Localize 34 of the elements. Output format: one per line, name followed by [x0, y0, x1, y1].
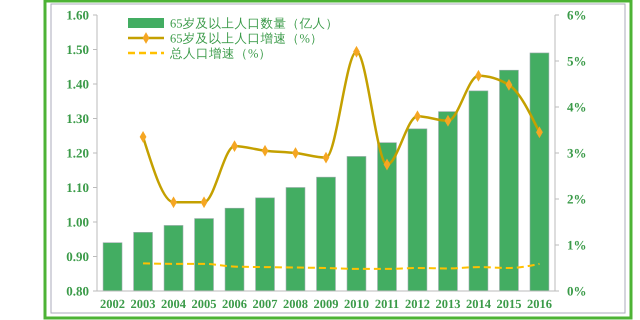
x-tick-label: 2012: [404, 297, 430, 311]
x-tick-label: 2002: [100, 297, 126, 311]
y-tick-label: 1.40: [66, 76, 89, 92]
x-tick-label: 2013: [435, 297, 460, 311]
y2-tick-label: 0%: [567, 284, 586, 299]
y-tick-label: 1.30: [66, 111, 89, 126]
x-tick-label: 2014: [466, 297, 492, 311]
x-tick-label: 2008: [283, 297, 308, 311]
x-tick-label: 2007: [252, 297, 278, 311]
x-tick-label: 2005: [192, 297, 217, 311]
y2-tick-label: 3%: [567, 146, 586, 161]
x-tick-label: 2009: [314, 297, 338, 311]
y2-tick-label: 4%: [567, 100, 586, 115]
y2-tick-label: 2%: [567, 192, 586, 207]
legend-label: 总人口增速（%）: [169, 46, 272, 60]
x-tick-label: 2011: [374, 297, 400, 311]
x-tick-label: 2010: [344, 297, 369, 311]
x-tick-label: 2004: [161, 297, 187, 311]
x-tick-label: 2006: [222, 297, 248, 311]
legend-label: 65岁及以上人口增速（%）: [170, 31, 323, 46]
legend-label: 65岁及以上人口数量（亿人）: [170, 16, 338, 30]
x-tick-label: 2016: [526, 297, 552, 311]
y-tick-label: 1.50: [66, 42, 89, 58]
y-tick-label: 1.00: [66, 214, 89, 230]
y-tick-label: 1.20: [66, 146, 89, 161]
y-tick-label: 1.60: [66, 8, 89, 23]
y2-tick-label: 5%: [567, 54, 586, 69]
y2-tick-label: 1%: [567, 238, 586, 253]
x-tick-label: 2003: [130, 297, 156, 311]
y-tick-label: 0.90: [66, 249, 89, 264]
y-tick-label: 1.10: [66, 180, 89, 196]
y2-tick-label: 6%: [567, 8, 586, 23]
y-tick-label: 0.80: [66, 284, 89, 299]
x-tick-label: 2015: [496, 297, 522, 311]
